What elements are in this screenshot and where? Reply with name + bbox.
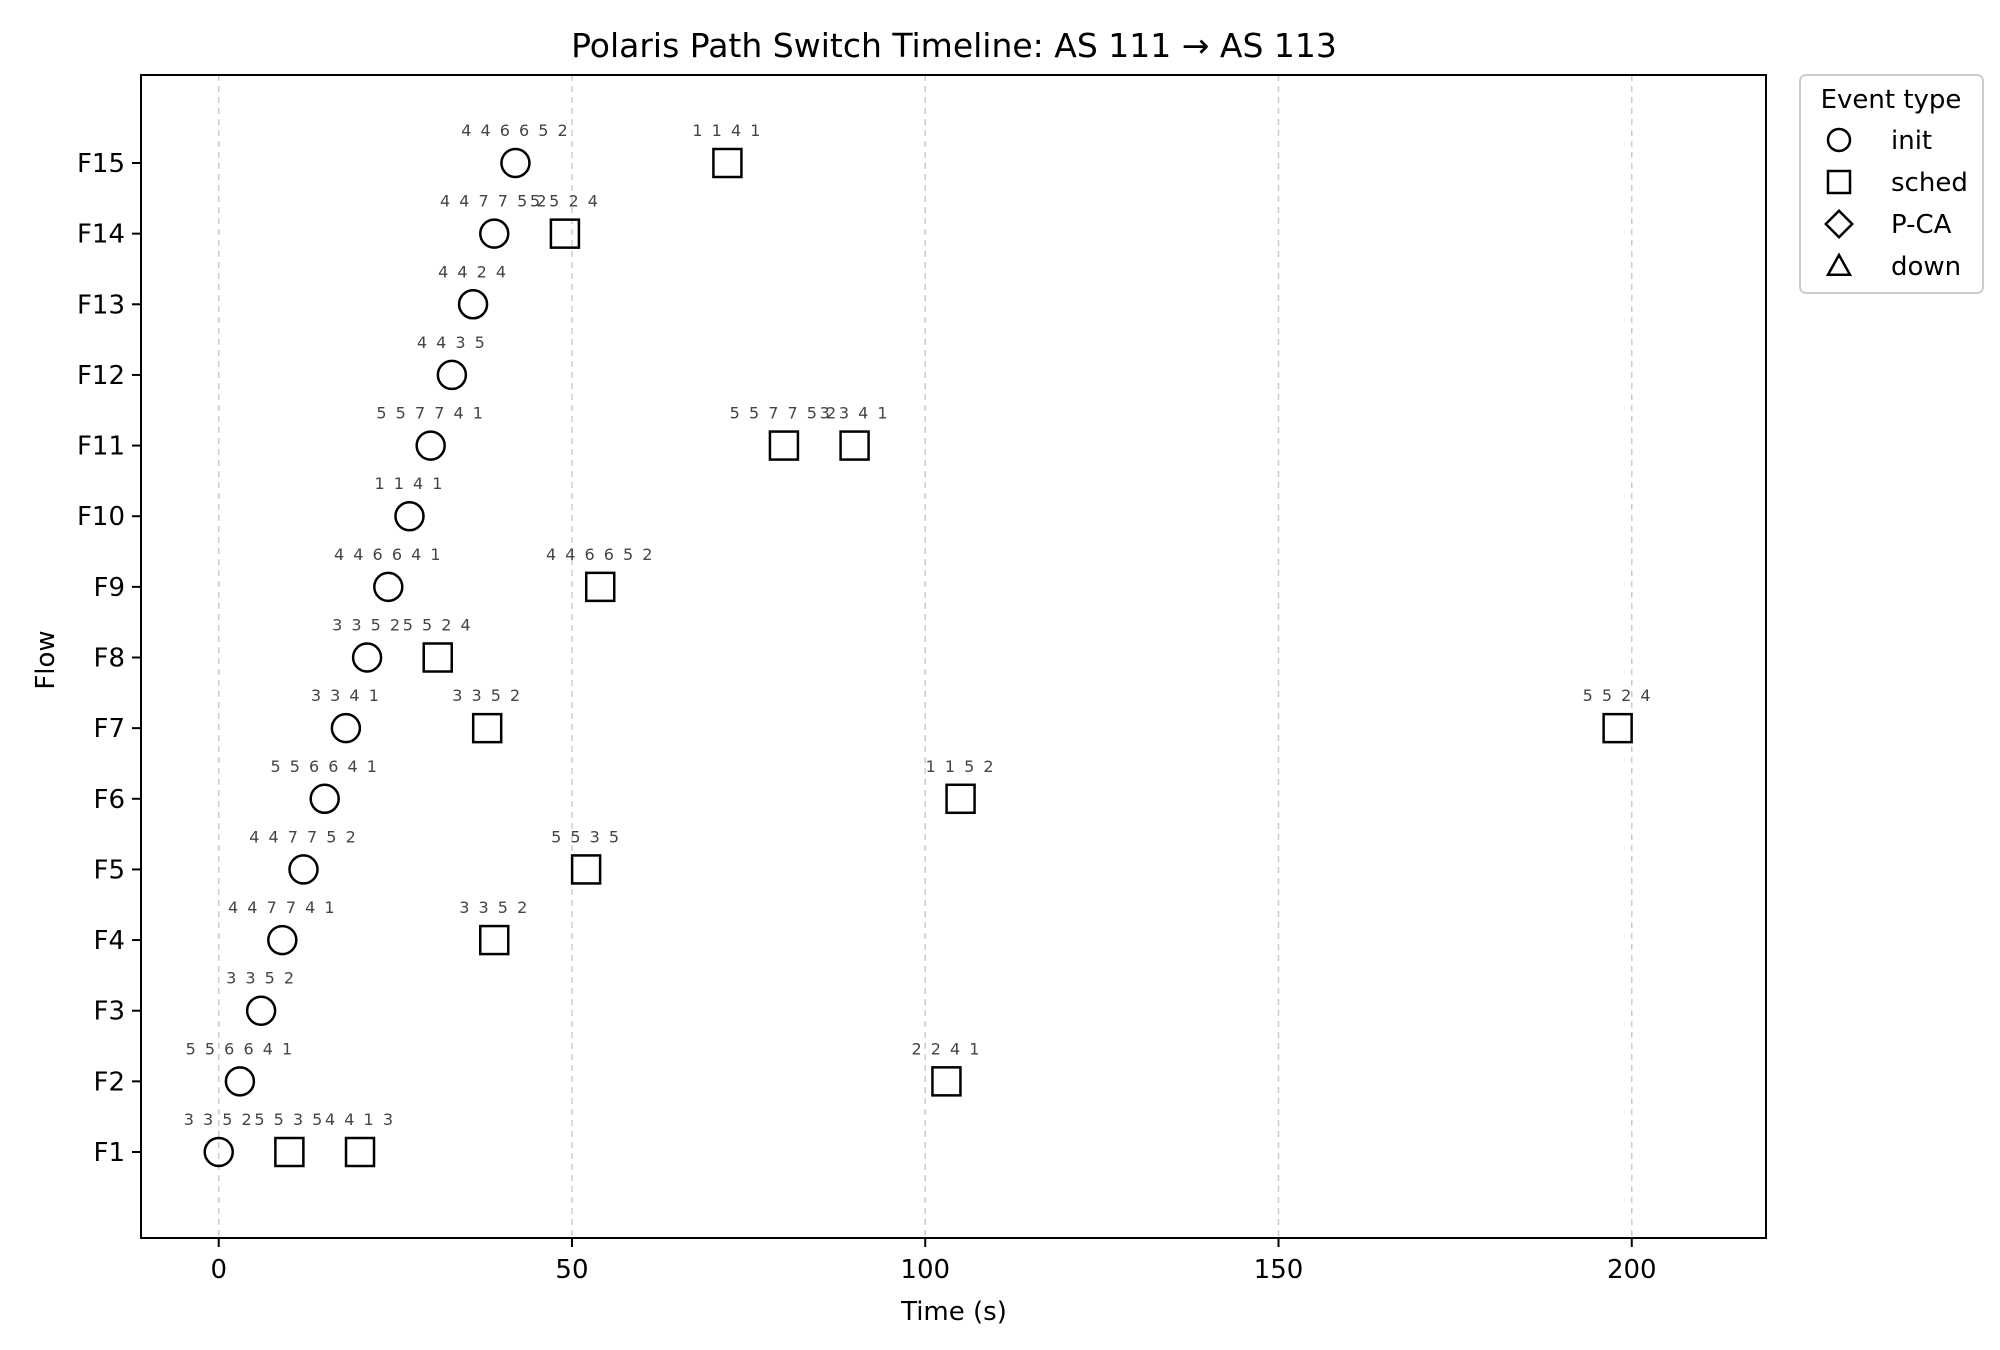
y-tick-label: F4 [94,926,126,956]
init-event-marker [500,147,531,179]
event-path-label: 5 5 7 7 5 2 [730,404,839,423]
legend-title: Event type [1821,85,1962,115]
y-tick-label: F1 [94,1138,126,1168]
init-event-marker [224,1066,256,1097]
legend-label: init [1891,126,1932,156]
init-event-marker [351,642,383,673]
x-tick-label: 150 [1254,1255,1304,1285]
legend-box [1799,74,1984,294]
init-event-marker [394,500,425,532]
init-event-marker [203,1136,234,1168]
chart-title: Polaris Path Switch Timeline: AS 111 → A… [571,26,1337,65]
event-path-label: 3 3 4 1 [820,404,890,423]
plot-frame [140,74,1767,1239]
event-path-label: 5 5 7 7 4 1 [376,404,485,423]
legend: Event type init sched P-CA down [1799,74,1984,294]
event-path-label: 1 1 4 1 [374,474,444,493]
event-path-label: 3 3 5 2 [184,1110,254,1129]
sched-event-marker [768,430,800,461]
init-event-marker [436,359,468,391]
sched-event-marker [422,642,453,673]
sched-event-marker [274,1136,305,1168]
x-axis-label: Time (s) [900,1297,1007,1327]
y-tick-label: F2 [94,1067,126,1097]
init-event-marker [415,430,446,461]
event-path-label: 5 5 3 5 [551,827,621,846]
y-tick-label: F7 [94,714,126,744]
sched-event-marker [584,571,616,603]
y-tick-label: F10 [77,502,125,532]
sched-event-marker [570,854,602,885]
y-tick-label: F14 [77,220,125,250]
event-path-label: 5 5 3 5 [254,1110,324,1129]
y-tick-label: F13 [77,290,125,320]
y-tick-label: F15 [77,149,125,179]
init-event-marker [479,218,510,249]
x-tick-label: 200 [1607,1255,1657,1285]
event-path-label: 3 3 5 2 [332,616,402,635]
event-path-label: 4 4 7 7 4 1 [228,898,337,917]
event-path-label: 3 3 4 1 [311,686,381,705]
legend-label: sched [1891,168,1968,198]
init-event-marker [267,924,298,956]
y-tick-label: F8 [94,644,126,674]
y-tick-label: F9 [94,573,126,603]
x-tick-label: 50 [555,1255,588,1285]
sched-event-marker [1602,712,1633,744]
y-tick-label: F6 [94,785,126,815]
event-path-label: 5 5 2 4 [530,192,600,211]
y-axis-label: Flow [31,630,61,689]
event-path-label: 4 4 7 7 5 2 [249,827,358,846]
legend-triangle-marker [1825,252,1853,277]
legend-label: P-CA [1891,210,1952,240]
sched-event-marker [712,147,743,179]
init-event-marker [309,783,340,815]
legend-circle-marker [1826,127,1852,153]
legend-label: down [1891,252,1961,282]
event-path-label: 5 5 2 4 [1583,686,1653,705]
event-path-label: 3 3 5 2 [452,686,522,705]
event-path-label: 2 2 4 1 [911,1039,981,1058]
event-path-label: 5 5 6 6 4 1 [186,1039,295,1058]
event-path-label: 4 4 2 4 [438,262,508,281]
event-path-label: 1 1 5 2 [926,757,996,776]
sched-event-marker [839,430,870,461]
y-tick-label: F11 [77,432,125,462]
x-tick-label: 100 [900,1255,950,1285]
init-event-marker [457,289,489,320]
sched-event-marker [945,783,976,815]
x-axis: 0 50 100 150 200 [210,1238,1657,1285]
y-tick-label: F3 [94,997,126,1027]
sched-event-marker [344,1136,376,1168]
event-path-label: 4 4 1 3 [325,1110,395,1129]
x-tick-label: 0 [210,1255,227,1285]
event-path-label: 1 1 4 1 [692,121,762,140]
legend-diamond-marker [1824,209,1854,239]
y-axis: F1 F2 F3 F4 F5 F6 F7 F8 F9 F10 F11 F12 F13 F14 F15 [77,149,141,1168]
sched-event-marker [479,924,510,956]
y-tick-label: F12 [77,361,125,391]
init-event-marker [288,854,319,885]
sched-event-marker [931,1066,962,1097]
event-path-label: 3 3 5 2 [226,969,296,988]
event-path-label: 5 5 2 4 [403,616,473,635]
y-tick-label: F5 [94,855,126,885]
init-event-marker [330,712,362,744]
event-path-label: 5 5 6 6 4 1 [270,757,379,776]
event-path-label: 4 4 7 7 5 2 [440,192,549,211]
event-path-label: 4 4 3 5 [417,333,487,352]
sched-event-marker [471,712,503,744]
event-path-label: 3 3 5 2 [459,898,529,917]
init-event-marker [373,571,404,603]
event-path-label: 4 4 6 6 4 1 [334,545,443,564]
event-path-label: 4 4 6 6 5 2 [546,545,655,564]
grid [217,75,1633,1238]
legend-square-marker [1826,169,1852,195]
event-path-label: 4 4 6 6 5 2 [461,121,570,140]
init-event-marker [245,995,277,1026]
sched-event-marker [549,218,581,249]
